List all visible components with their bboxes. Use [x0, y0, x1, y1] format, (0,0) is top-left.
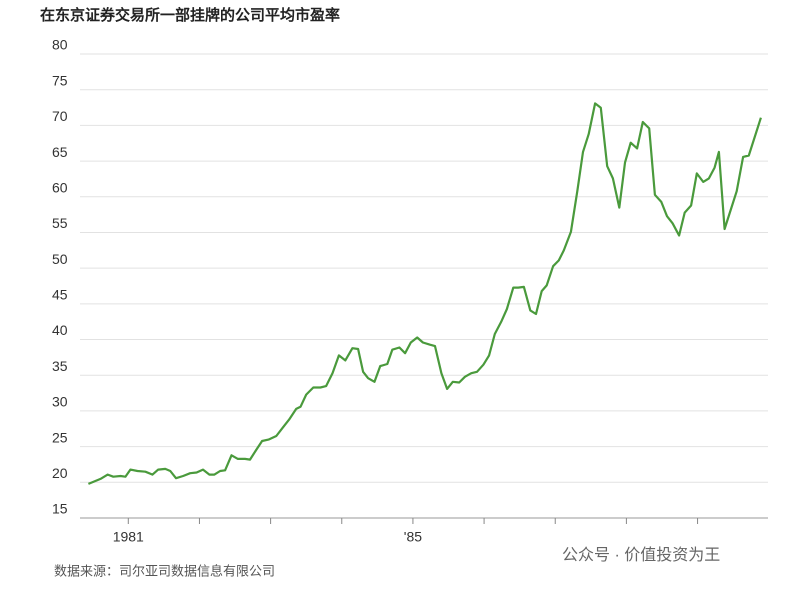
y-tick-label: 50 — [52, 251, 68, 267]
watermark: 公众号 · 价值投资为王 — [562, 546, 720, 564]
y-tick-label: 35 — [52, 358, 68, 374]
y-tick-label: 25 — [52, 429, 68, 445]
source-note: 数据来源：司尔亚司数据信息有限公司 — [54, 563, 275, 578]
y-tick-label: 45 — [52, 287, 68, 303]
y-tick-label: 80 — [52, 37, 68, 53]
y-tick-label: 70 — [52, 108, 68, 124]
x-tick-label: 1981 — [113, 529, 144, 545]
y-tick-label: 40 — [52, 322, 68, 338]
chart-title: 在东京证券交易所一部挂牌的公司平均市盈率 — [40, 6, 340, 24]
y-tick-label: 15 — [52, 501, 68, 517]
y-tick-label: 55 — [52, 215, 68, 231]
y-tick-label: 65 — [52, 144, 68, 160]
data-line — [87, 102, 762, 485]
y-tick-label: 30 — [52, 394, 68, 410]
y-tick-label: 75 — [52, 72, 68, 88]
x-tick-label: '85 — [404, 529, 422, 545]
y-tick-label: 60 — [52, 179, 68, 195]
y-tick-label: 20 — [52, 465, 68, 481]
